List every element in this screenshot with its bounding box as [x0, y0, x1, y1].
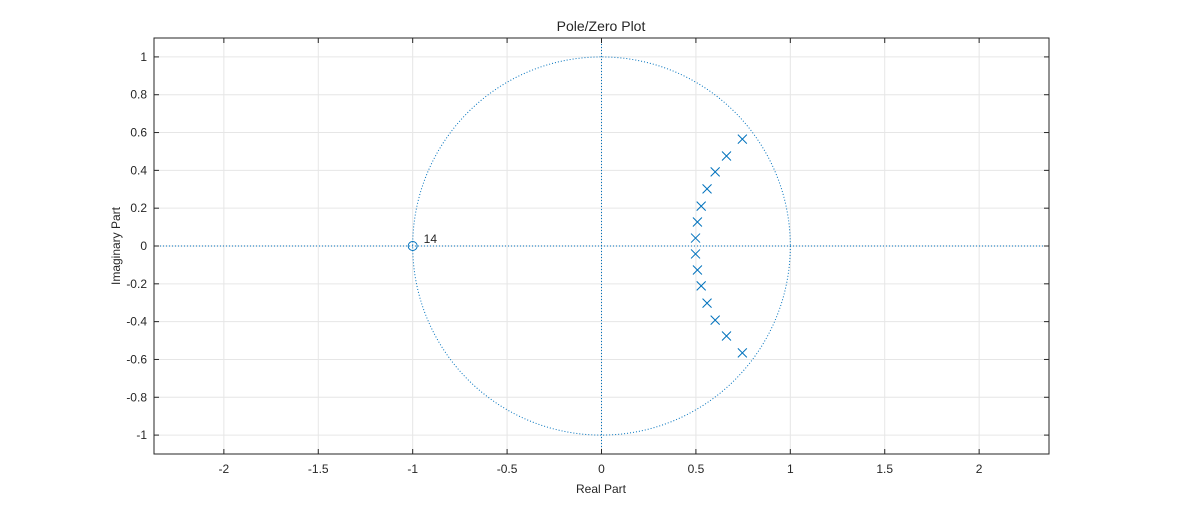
- x-tick-label: 0.5: [688, 462, 705, 476]
- pole-marker: [737, 347, 748, 358]
- y-tick-label: -0.6: [126, 352, 147, 366]
- pole-marker: [710, 315, 721, 325]
- pole-marker: [696, 281, 707, 291]
- pole-marker: [737, 134, 748, 145]
- y-tick-label: 0.8: [130, 88, 147, 102]
- x-tick-label: 1: [787, 462, 794, 476]
- pole-marker: [702, 184, 712, 194]
- pole-marker: [721, 151, 732, 161]
- pole-marker: [702, 298, 712, 308]
- y-tick-label: -0.2: [126, 277, 147, 291]
- pole-marker: [692, 217, 703, 227]
- pole-marker: [710, 167, 721, 177]
- pole-marker: [721, 331, 732, 341]
- x-tick-label: 0: [598, 462, 605, 476]
- y-tick-label: 0.4: [130, 163, 147, 177]
- y-tick-label: 1: [140, 50, 147, 64]
- unit-circle: [412, 56, 791, 436]
- y-tick-label: -0.4: [126, 315, 147, 329]
- pole-marker: [690, 233, 701, 243]
- pole-marker: [696, 201, 707, 211]
- y-tick-label: 0: [140, 239, 147, 253]
- x-tick-label: -2: [219, 462, 230, 476]
- marker-layer: 14: [407, 134, 748, 358]
- x-tick-label: 1.5: [876, 462, 893, 476]
- pole-marker: [692, 265, 703, 275]
- y-axis-label: Imaginary Part: [109, 206, 123, 285]
- x-tick-label: -1: [407, 462, 418, 476]
- y-tick-label: -0.8: [126, 390, 147, 404]
- zero-marker: [407, 241, 418, 251]
- zero-multiplicity-label: 14: [424, 232, 438, 246]
- reference-lines: [154, 38, 1049, 454]
- y-tick-label: 0.6: [130, 126, 147, 140]
- x-tick-label: 2: [976, 462, 983, 476]
- tick-layer: -2 -1.5 -1 -0.5 0 0.5 1 1.5 2 1 0.8 0.6 0.4 0.2 0 -0.2 -…: [126, 38, 1049, 476]
- y-tick-label: -1: [136, 428, 147, 442]
- chart-title: Pole/Zero Plot: [557, 18, 646, 34]
- x-tick-label: -1.5: [308, 462, 329, 476]
- x-tick-label: -0.5: [497, 462, 518, 476]
- pole-marker: [690, 249, 701, 259]
- x-axis-label: Real Part: [576, 482, 627, 496]
- y-tick-label: 0.2: [130, 201, 147, 215]
